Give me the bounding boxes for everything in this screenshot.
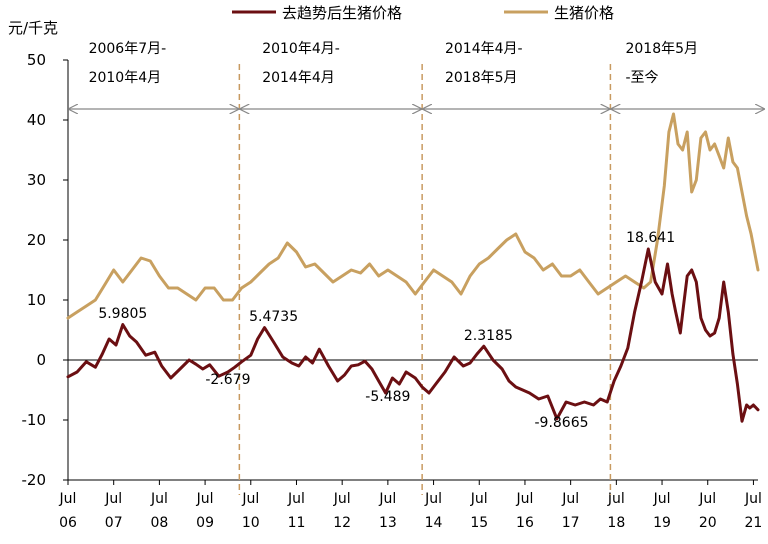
x-tick-label-month: Jul (424, 491, 442, 507)
x-tick-label-year: 06 (59, 515, 77, 531)
period-label-end: 2018年5月 (445, 70, 518, 86)
x-tick-label-month: Jul (196, 491, 214, 507)
x-tick-label-month: Jul (561, 491, 579, 507)
x-tick-label-month: Jul (333, 491, 351, 507)
data-annotation: -2.679 (205, 372, 250, 388)
data-annotation: -5.489 (365, 389, 410, 405)
series-lines (66, 112, 760, 423)
x-tick-label-year: 15 (470, 515, 488, 531)
legend-label: 生猪价格 (554, 4, 614, 22)
y-axis-label: 元/千克 (8, 19, 58, 37)
x-tick-label-year: 07 (105, 515, 123, 531)
period-label-start: 2006年7月- (89, 41, 167, 57)
x-tick-label-month: Jul (241, 491, 259, 507)
legend: 去趋势后生猪价格 生猪价格 (232, 4, 614, 22)
x-tick-label-month: Jul (607, 491, 625, 507)
x-tick-label-month: Jul (104, 491, 122, 507)
y-tick-label: -10 (22, 411, 47, 429)
x-tick-label-month: Jul (59, 491, 77, 507)
x-tick-label-year: 16 (516, 515, 534, 531)
axes: -20 -10 0 10 20 30 40 50 Jul 06 Jul 07 Jul 08 Jul 09 Jul… (22, 51, 763, 531)
x-tick-label-month: Jul (744, 491, 762, 507)
series-line-price (66, 112, 760, 320)
y-tick-label: 50 (27, 51, 46, 69)
period-dividers (238, 64, 612, 495)
period-label-start: 2010年4月- (262, 41, 340, 57)
x-tick-label-year: 18 (607, 515, 625, 531)
x-tick-label-month: Jul (470, 491, 488, 507)
x-tick-label-month: Jul (698, 491, 716, 507)
x-tick-label-month: Jul (150, 491, 168, 507)
period-label-end: -至今 (625, 70, 658, 86)
data-annotation: -9.8665 (534, 415, 588, 431)
y-tick-label: 10 (27, 291, 46, 309)
period-label-start: 2014年4月- (445, 41, 523, 57)
x-tick-label-year: 21 (745, 515, 763, 531)
x-tick-label-year: 08 (150, 515, 168, 531)
period-labels: 2006年7月- 2010年4月 2010年4月- 2014年4月 2014年4月- 20… (69, 41, 764, 109)
data-annotation: 18.641 (626, 230, 675, 246)
data-annotation: 5.4735 (249, 309, 298, 325)
y-tick-label: 30 (27, 171, 46, 189)
legend-label: 去趋势后生猪价格 (282, 4, 402, 22)
series-line-detrended (66, 247, 760, 423)
period-label-end: 2014年4月 (262, 70, 335, 86)
data-annotation: 5.9805 (98, 306, 147, 322)
x-tick-label-month: Jul (378, 491, 396, 507)
x-tick-label-year: 11 (288, 515, 306, 531)
y-tick-label: 20 (27, 231, 46, 249)
x-tick-label-year: 14 (425, 515, 443, 531)
y-tick-label: 0 (36, 351, 46, 369)
x-tick-label-year: 17 (562, 515, 580, 531)
x-tick-label-month: Jul (287, 491, 305, 507)
period-label-start: 2018年5月 (625, 41, 698, 57)
period-label-end: 2010年4月 (89, 70, 162, 86)
x-tick-label-year: 12 (333, 515, 351, 531)
x-tick-label-year: 09 (196, 515, 214, 531)
data-annotation: 2.3185 (464, 328, 513, 344)
x-tick-label-month: Jul (516, 491, 534, 507)
x-tick-label-month: Jul (653, 491, 671, 507)
x-tick-label-year: 19 (653, 515, 671, 531)
x-tick-label-year: 13 (379, 515, 397, 531)
y-tick-label: 40 (27, 111, 46, 129)
annotations: 5.9805 -2.679 5.4735 -5.489 2.3185 -9.8665 18.… (98, 230, 675, 431)
x-tick-label-year: 20 (699, 515, 717, 531)
x-tick-label-year: 10 (242, 515, 260, 531)
y-tick-label: -20 (22, 471, 47, 489)
